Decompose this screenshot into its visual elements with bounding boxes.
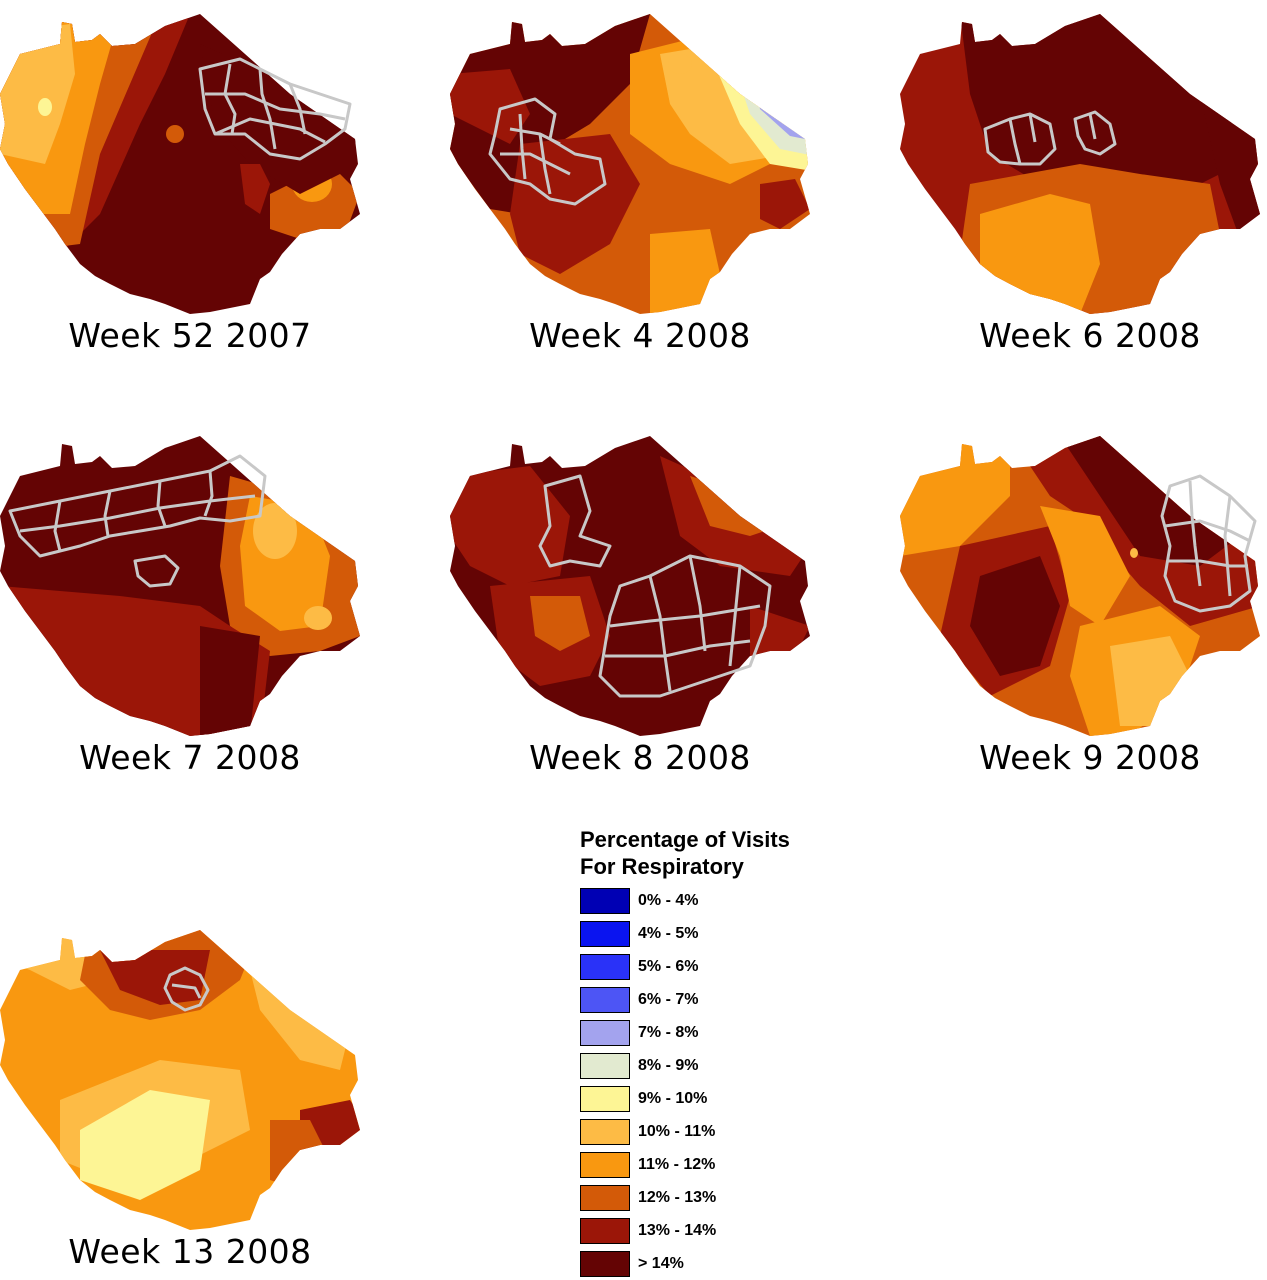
choropleth-map <box>0 436 360 736</box>
choropleth-map <box>0 930 360 1230</box>
legend-item: 7% - 8% <box>580 1020 698 1046</box>
choropleth-map <box>900 436 1260 736</box>
legend-label: 5% - 6% <box>638 958 699 975</box>
legend-swatch <box>580 1218 630 1244</box>
legend-swatch <box>580 1119 630 1145</box>
choropleth-map <box>450 14 810 314</box>
legend-item: 4% - 5% <box>580 921 698 947</box>
choropleth-map <box>900 14 1260 314</box>
panel-title: Week 7 2008 <box>79 738 301 777</box>
legend-item: 6% - 7% <box>580 987 698 1013</box>
legend-label: 8% - 9% <box>638 1057 699 1074</box>
panel-title: Week 13 2008 <box>68 1232 312 1271</box>
panel-title: Week 9 2008 <box>979 738 1201 777</box>
legend-item: 5% - 6% <box>580 954 698 980</box>
legend-label: 11% - 12% <box>638 1156 716 1173</box>
legend-swatch <box>580 921 630 947</box>
legend-item: > 14% <box>580 1251 684 1277</box>
legend-swatch <box>580 1053 630 1079</box>
legend: Percentage of Visits For Respiratory 0% … <box>580 826 880 1277</box>
map-panel-week-13-2008: Week 13 2008 <box>0 930 380 1271</box>
legend-title-line-2: For Respiratory <box>580 854 744 879</box>
legend-swatch <box>580 1251 630 1277</box>
legend-item: 12% - 13% <box>580 1185 716 1211</box>
map-panel-week-6-2008: Week 6 2008 <box>900 14 1267 355</box>
legend-label: 7% - 8% <box>638 1024 699 1041</box>
legend-label: > 14% <box>638 1255 684 1272</box>
legend-label: 0% - 4% <box>638 892 699 909</box>
legend-item: 11% - 12% <box>580 1152 715 1178</box>
legend-swatch <box>580 954 630 980</box>
legend-item: 9% - 10% <box>580 1086 707 1112</box>
legend-label: 13% - 14% <box>638 1222 717 1239</box>
map-panel-week-9-2008: Week 9 2008 <box>900 436 1267 777</box>
map-panel-week-52-2007: Week 52 2007 <box>0 14 380 355</box>
legend-label: 4% - 5% <box>638 925 699 942</box>
legend-label: 12% - 13% <box>638 1189 717 1206</box>
legend-item: 13% - 14% <box>580 1218 716 1244</box>
choropleth-map <box>0 14 360 314</box>
legend-swatch <box>580 1152 630 1178</box>
map-panel-week-4-2008: Week 4 2008 <box>450 14 830 355</box>
legend-label: 9% - 10% <box>638 1090 708 1107</box>
map-panel-week-7-2008: Week 7 2008 <box>0 436 380 777</box>
choropleth-map <box>450 436 810 736</box>
legend-swatch <box>580 987 630 1013</box>
legend-swatch <box>580 888 630 914</box>
panel-title: Week 8 2008 <box>529 738 751 777</box>
legend-label: 6% - 7% <box>638 991 699 1008</box>
panel-title: Week 52 2007 <box>68 316 312 355</box>
legend-title-line-1: Percentage of Visits <box>580 827 790 852</box>
panel-title: Week 4 2008 <box>529 316 751 355</box>
legend-swatch <box>580 1086 630 1112</box>
legend-item: 10% - 11% <box>580 1119 715 1145</box>
legend-label: 10% - 11% <box>638 1123 716 1140</box>
panel-title: Week 6 2008 <box>979 316 1201 355</box>
legend-item: 8% - 9% <box>580 1053 698 1079</box>
legend-swatch <box>580 1185 630 1211</box>
legend-swatch <box>580 1020 630 1046</box>
map-panel-week-8-2008: Week 8 2008 <box>450 436 830 777</box>
legend-item: 0% - 4% <box>580 888 698 914</box>
